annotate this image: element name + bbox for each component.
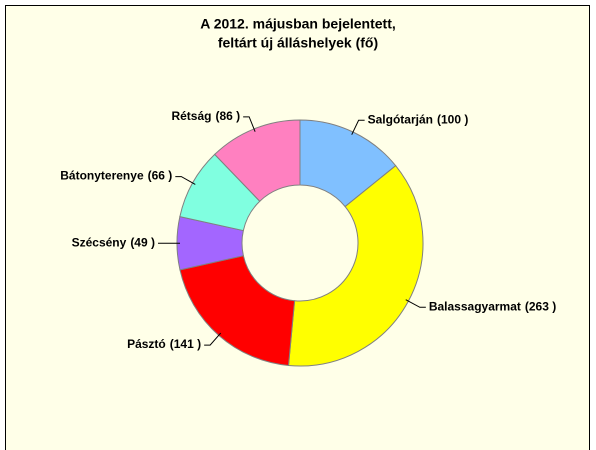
category-label: Bátonyterenye xyxy=(60,169,144,183)
donut-slice xyxy=(213,119,301,202)
leader-line xyxy=(405,299,426,308)
donut-slice xyxy=(287,164,424,367)
slice-label: Salgótarján (100 ) xyxy=(368,112,469,126)
category-label: Salgótarján xyxy=(368,112,433,126)
leader-line xyxy=(175,176,196,185)
value-label: (263 ) xyxy=(525,299,556,313)
category-label: Rétság xyxy=(171,109,211,123)
slice-label: Bátonyterenye (66 ) xyxy=(60,169,172,183)
leader-line xyxy=(204,332,222,346)
leader-line xyxy=(351,119,365,135)
slice-label: Szécsény (49 ) xyxy=(72,235,155,249)
category-label: Pásztó xyxy=(127,337,166,351)
slice-label: Rétság (86 ) xyxy=(171,109,240,123)
slice-label: Pásztó (141 ) xyxy=(127,337,201,351)
value-label: (49 ) xyxy=(130,235,155,249)
leader-line xyxy=(243,116,256,132)
slice-label: Balassagyarmat (263 ) xyxy=(429,299,556,313)
donut-slice xyxy=(179,255,296,367)
category-label: Szécsény xyxy=(72,235,127,249)
value-label: (141 ) xyxy=(170,337,201,351)
value-label: (86 ) xyxy=(215,109,240,123)
category-label: Balassagyarmat xyxy=(429,299,521,313)
chart-title: feltárt új álláshelyek (fő) xyxy=(218,35,378,51)
chart-title: A 2012. májusban bejelentett, xyxy=(200,16,396,32)
chart-area xyxy=(5,5,590,450)
value-label: (100 ) xyxy=(437,112,468,126)
value-label: (66 ) xyxy=(148,169,173,183)
